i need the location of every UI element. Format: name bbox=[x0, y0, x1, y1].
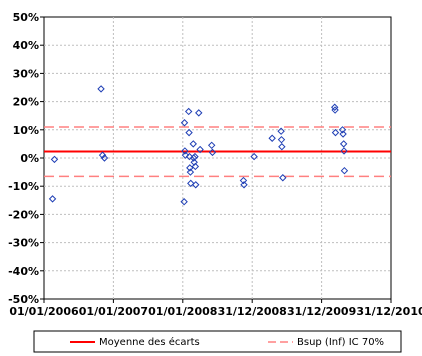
data-point bbox=[97, 85, 105, 93]
data-point bbox=[180, 119, 189, 127]
data-point bbox=[331, 128, 340, 137]
data-point bbox=[186, 168, 195, 176]
data-point bbox=[278, 143, 286, 151]
x-tick-label: 31/12/2009 bbox=[287, 305, 356, 318]
y-tick-label: -30% bbox=[8, 237, 39, 250]
x-tick-label: 31/12/2010 bbox=[356, 305, 422, 318]
data-point bbox=[208, 148, 217, 157]
legend-box bbox=[33, 330, 402, 353]
x-tick-label: 01/01/2006 bbox=[9, 305, 79, 318]
data-point bbox=[191, 162, 200, 171]
y-tick-label: -50% bbox=[8, 293, 39, 306]
y-tick-label: 10% bbox=[13, 124, 39, 137]
y-tick-label: -20% bbox=[8, 208, 39, 221]
x-tick-label: 31/12/2008 bbox=[218, 305, 287, 318]
data-point bbox=[340, 166, 349, 175]
data-point bbox=[250, 152, 258, 161]
data-point bbox=[181, 147, 189, 155]
data-point bbox=[240, 181, 248, 189]
data-point bbox=[239, 176, 248, 185]
data-point bbox=[192, 181, 200, 189]
legend-label: Bsup (Inf) IC 70% bbox=[297, 337, 384, 348]
data-point bbox=[331, 103, 339, 111]
data-point bbox=[181, 151, 190, 159]
data-point bbox=[207, 141, 216, 150]
legend-label: Moyenne des écarts bbox=[99, 336, 200, 348]
data-point bbox=[100, 154, 109, 162]
data-point bbox=[338, 126, 347, 134]
data-point bbox=[191, 152, 199, 161]
data-point bbox=[339, 130, 347, 138]
data-point bbox=[331, 106, 339, 114]
y-tick-label: -10% bbox=[8, 180, 39, 193]
data-point bbox=[98, 151, 107, 159]
data-point bbox=[180, 198, 188, 206]
data-point bbox=[185, 128, 193, 137]
data-point bbox=[279, 174, 287, 182]
data-point bbox=[195, 109, 203, 117]
data-point bbox=[185, 152, 194, 161]
data-point bbox=[340, 147, 348, 155]
y-tick-label: -40% bbox=[8, 265, 39, 278]
y-tick-label: 0% bbox=[20, 152, 39, 165]
data-point bbox=[184, 107, 193, 116]
data-point bbox=[187, 179, 195, 188]
data-point bbox=[277, 135, 286, 144]
y-tick-label: 30% bbox=[13, 67, 39, 80]
data-point bbox=[48, 195, 57, 203]
data-point bbox=[186, 164, 194, 172]
data-point bbox=[189, 154, 198, 162]
y-tick-label: 40% bbox=[13, 39, 39, 52]
data-point bbox=[50, 155, 59, 164]
data-point bbox=[339, 140, 348, 148]
y-tick-label: 20% bbox=[13, 96, 39, 109]
data-point bbox=[189, 140, 197, 148]
data-point bbox=[196, 145, 204, 154]
data-point bbox=[277, 127, 285, 135]
y-tick-label: 50% bbox=[13, 11, 39, 24]
data-point bbox=[268, 134, 276, 142]
x-tick-label: 01/01/2008 bbox=[148, 305, 217, 318]
x-tick-label: 01/01/2007 bbox=[79, 305, 148, 318]
